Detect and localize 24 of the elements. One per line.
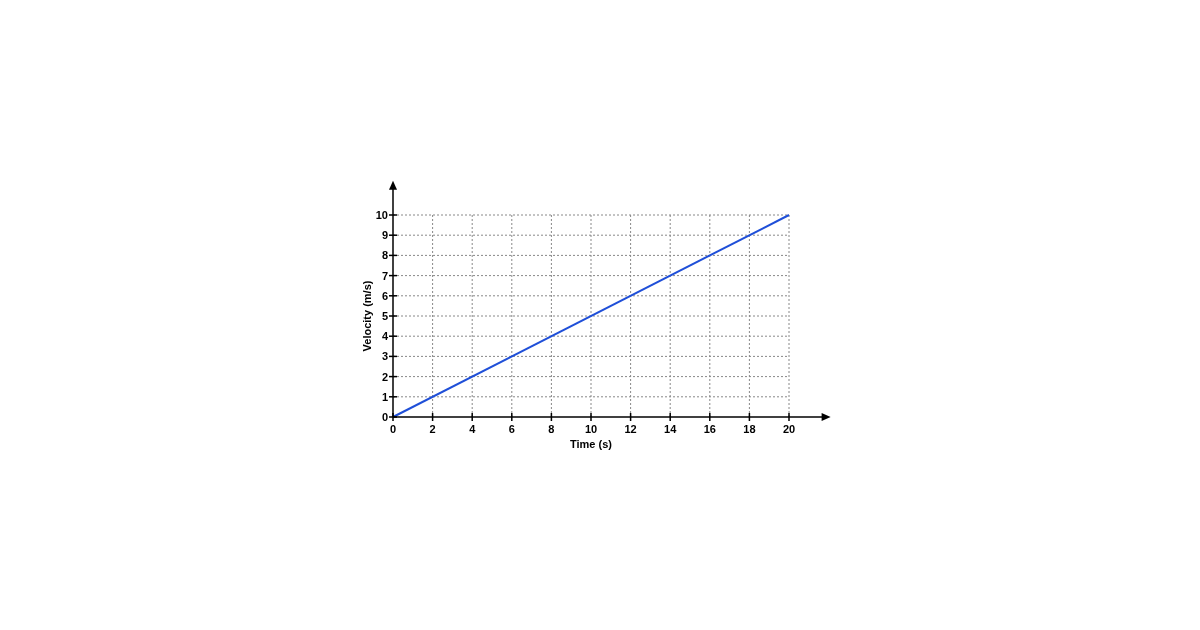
y-tick-label: 1 (381, 390, 388, 403)
y-tick-label: 8 (381, 249, 388, 262)
y-tick-label: 10 (375, 209, 388, 221)
y-tick-label: 2 (381, 370, 388, 383)
y-tick-label: 6 (381, 289, 388, 302)
y-tick-label: 0 (381, 411, 388, 423)
y-tick-label: 3 (381, 350, 388, 363)
x-tick-label: 0 (389, 423, 397, 435)
x-tick-label: 2 (429, 423, 436, 435)
y-tick-label: 5 (381, 310, 388, 322)
y-axis-title: Velocity (m/s) (361, 280, 373, 352)
x-tick-label: 16 (703, 423, 716, 435)
x-tick-label: 12 (624, 423, 637, 435)
x-tick-label: 8 (548, 423, 555, 435)
x-tick-label: 4 (469, 423, 477, 435)
x-tick-label: 6 (508, 423, 515, 435)
x-tick-label: 20 (782, 423, 796, 435)
x-tick-label: 14 (664, 423, 678, 435)
x-axis-title: Time (s) (570, 438, 613, 450)
y-tick-label: 9 (381, 229, 388, 242)
x-tick-label: 18 (743, 423, 756, 435)
y-tick-label: 7 (381, 269, 388, 282)
x-tick-label: 10 (584, 423, 598, 435)
y-tick-label: 4 (381, 330, 389, 343)
